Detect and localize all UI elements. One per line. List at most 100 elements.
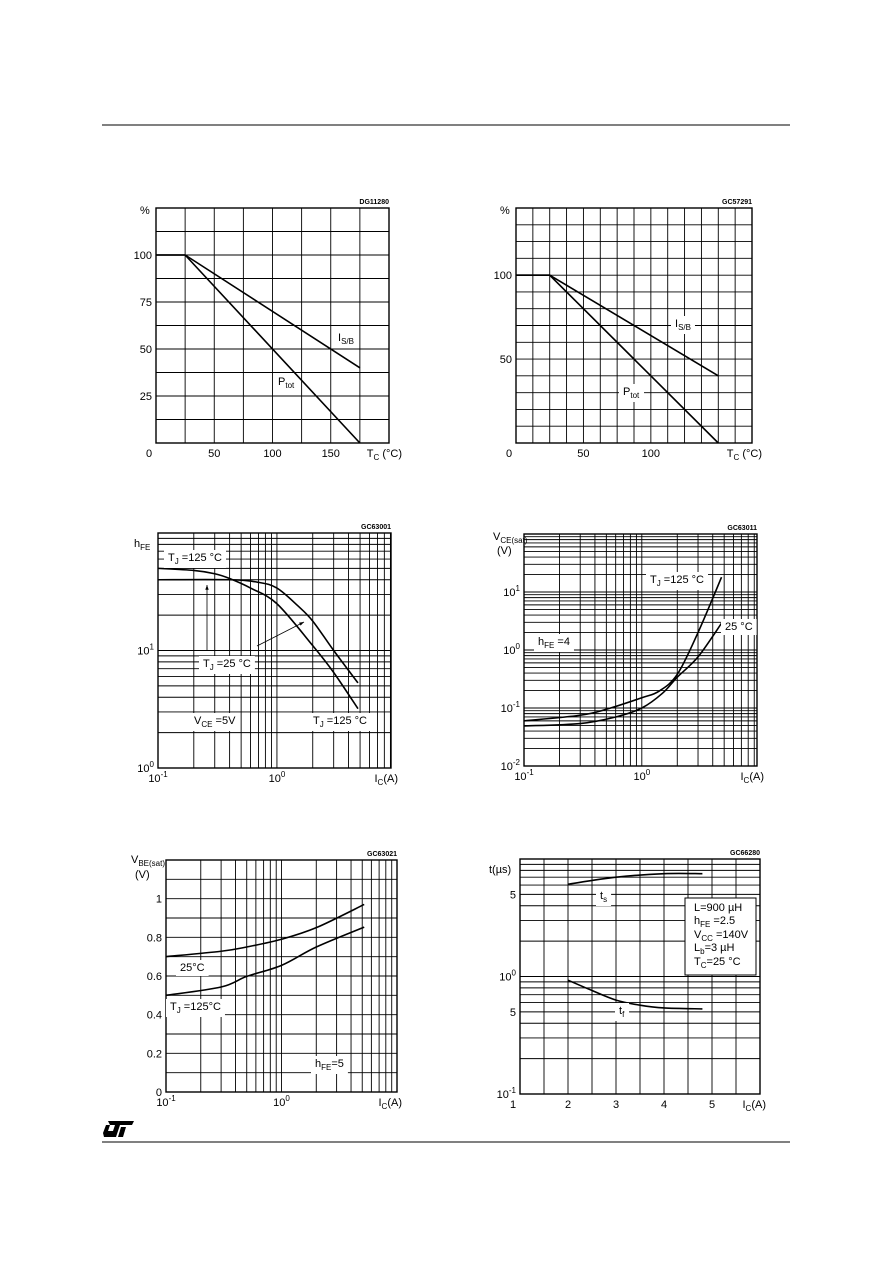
x-axis-label-part: T (367, 448, 374, 460)
y-tick-label-part: -2 (513, 758, 521, 767)
y-tick-label-part: 10 (503, 645, 515, 657)
x-tick-label-part: -1 (169, 1094, 177, 1103)
y-tick-label-part: 100 (494, 270, 512, 282)
x-axis-label-part: T (727, 448, 734, 460)
figure-code: GC63001 (361, 524, 391, 531)
y-axis-label-part: (V) (497, 545, 512, 557)
plot-frame (523, 533, 758, 767)
y-tick-label-part: 0 (512, 969, 517, 978)
y-axis-label: t(µs) (489, 864, 511, 876)
series-label-part: T (168, 552, 175, 564)
series-label-part: P (623, 386, 630, 398)
condition-annotation-part: FE (321, 1063, 331, 1072)
series-line-1 (156, 254, 361, 444)
x-axis-label-part: C (744, 776, 750, 785)
series-label: tf (619, 1005, 625, 1019)
x-tick-label: 3 (613, 1099, 619, 1111)
y-tick-label-part: 5 (510, 889, 516, 901)
y-tick-label-part: 10 (501, 761, 513, 773)
y-tick-label: 10-1 (497, 1086, 517, 1101)
series-label-part: 25°C (180, 962, 205, 974)
label-backing (176, 960, 209, 976)
x-axis-label-part: C (378, 778, 384, 787)
y-axis-label: (V) (497, 545, 512, 557)
condition-annotation-part: =140V (713, 929, 749, 941)
x-tick-label: 150 (322, 448, 340, 460)
series-label-part: J (177, 1006, 181, 1015)
x-axis-label-part: (°C) (739, 448, 762, 460)
x-tick-label: 100 (269, 770, 286, 785)
condition-annotation: TJ =125 °C (313, 715, 367, 729)
plot-frame (157, 532, 392, 769)
series-label: IS/B (675, 318, 691, 332)
y-tick-label-part: 1 (150, 643, 155, 652)
label-backing (671, 316, 695, 334)
y-tick-label-part: 10 (137, 763, 149, 775)
x-tick-label-part: 150 (322, 448, 340, 460)
x-tick-label-part: 3 (613, 1099, 619, 1111)
y-axis-label-part: CE(sat) (500, 536, 527, 545)
x-tick-label-part: 10 (633, 771, 645, 783)
x-tick-label: 4 (661, 1099, 667, 1111)
x-axis-label-part: I (374, 773, 377, 785)
condition-annotation-part: h (315, 1058, 321, 1070)
y-tick-label-part: 1 (156, 894, 162, 906)
series-label: TJ =125 °C (650, 574, 704, 588)
plot-frame (515, 207, 753, 444)
y-axis-label: hFE (134, 538, 150, 552)
figure-code: GC66280 (730, 850, 760, 857)
plot-frame (155, 207, 390, 444)
series-line-0 (156, 254, 361, 369)
y-tick-label: 5 (510, 889, 516, 901)
condition-annotation: Lb=3 µH (694, 942, 735, 956)
x-axis-label: IC(A) (740, 771, 764, 785)
condition-annotation-part: =125 °C (324, 715, 367, 727)
series-label-part: =25 °C (214, 658, 251, 670)
label-backing (309, 713, 372, 731)
series-label-part: =125 °C (179, 552, 222, 564)
x-tick-label-part: 50 (577, 448, 589, 460)
y-axis-label: VCE(sat) (493, 531, 528, 545)
series-label: ts (600, 890, 607, 904)
plot-frame (165, 859, 398, 1093)
arrow-head-icon (205, 585, 209, 590)
y-tick-label: 10-2 (501, 758, 521, 773)
series-label: Ptot (623, 386, 640, 400)
y-tick-label: 10-1 (501, 700, 521, 715)
y-tick-label: 75 (140, 297, 152, 309)
y-tick-label: 101 (503, 584, 520, 599)
x-tick-label-part: 5 (709, 1099, 715, 1111)
series-label-part: J (657, 579, 661, 588)
x-tick-label-part: 10 (148, 773, 160, 785)
series-label-part: s (603, 895, 607, 904)
series-label-part: tot (630, 391, 640, 400)
series-line-1 (157, 578, 359, 684)
x-axis-label-part: I (742, 1099, 745, 1111)
y-axis-label: VBE(sat) (131, 854, 165, 868)
plot-frame (519, 858, 761, 1095)
x-tick-label-part: 0 (646, 768, 651, 777)
st-logo (103, 1121, 134, 1137)
x-tick-label: 0 (506, 448, 512, 460)
label-backing (199, 656, 255, 674)
condition-annotation-part: CC (701, 934, 713, 943)
series-label-part: T (170, 1001, 177, 1013)
chart-GC66280: 1 2 3 4 510-151005t(µs)IC(A)GC66280tstfL=900… (489, 850, 766, 1113)
y-tick-label-part: 10 (503, 587, 515, 599)
series-label: TJ =125°C (170, 1001, 221, 1015)
y-axis-label-part: % (500, 205, 510, 217)
label-backing (190, 713, 241, 731)
series-label-part: P (278, 376, 285, 388)
x-tick-label: 100 (263, 448, 281, 460)
condition-annotation-part: C (701, 961, 707, 970)
y-tick-label-part: 10 (501, 703, 513, 715)
condition-annotation-part: FE (700, 920, 710, 929)
series-label-part: J (175, 557, 179, 566)
x-axis-label-part: I (740, 771, 743, 783)
figure-code: GC63021 (367, 851, 397, 858)
x-tick-label: 50 (577, 448, 589, 460)
y-tick-label: 1 (156, 894, 162, 906)
label-backing (311, 1056, 348, 1074)
y-axis-label-part: V (131, 854, 139, 866)
series-label: IS/B (338, 332, 354, 346)
